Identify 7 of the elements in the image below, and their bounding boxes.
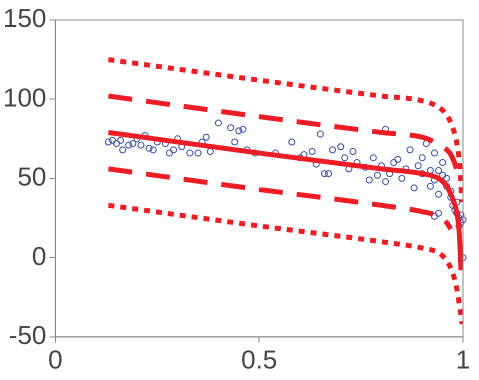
y-tick-label: -50 <box>8 320 46 350</box>
y-tick-label: 100 <box>2 82 46 112</box>
y-tick-label: 50 <box>17 162 46 192</box>
x-tick-label: 0.5 <box>241 344 278 375</box>
x-tick-label: 1 <box>456 344 470 375</box>
y-tick-label: 150 <box>2 3 46 34</box>
y-tick-label: 0 <box>32 240 46 271</box>
